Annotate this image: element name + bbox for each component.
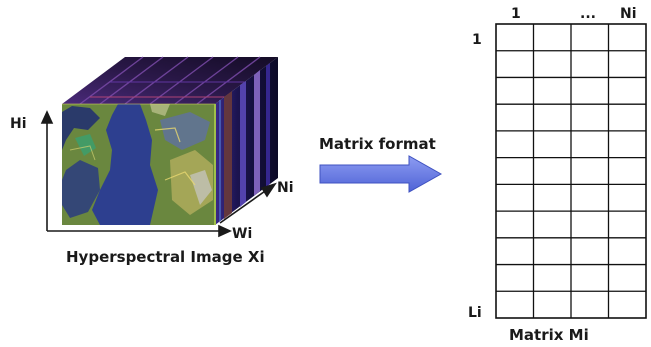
cube-top-bands [79, 56, 261, 105]
axis-n-arrowhead [260, 182, 277, 198]
matrix-grid [495, 23, 647, 319]
matrix-col-last: Ni [620, 6, 637, 22]
cube-caption: Hyperspectral Image Xi [66, 248, 265, 266]
axis-w-label: Wi [232, 226, 252, 242]
matrix-caption: Matrix Mi [509, 326, 589, 344]
axis-h-arrowhead [40, 110, 54, 124]
axis-n-label: Ni [277, 180, 294, 196]
matrix-col-ellipsis: ... [580, 6, 596, 22]
matrix-row-last: Li [468, 305, 482, 321]
hyperspectral-cube [62, 56, 278, 225]
cube-axes [40, 110, 277, 238]
matrix-col-first: 1 [511, 6, 521, 22]
matrix-row-first: 1 [472, 32, 482, 48]
axis-h-label: Hi [10, 116, 27, 132]
cube-side-bands [224, 63, 270, 219]
arrow-label: Matrix format [319, 135, 436, 153]
cube-front-face [62, 103, 215, 225]
matrix: 1 ... Ni 1 Li Matrix Mi [468, 6, 647, 344]
axis-w-arrowhead [218, 224, 232, 238]
axis-n-line [219, 188, 269, 224]
transform-arrow [319, 155, 443, 193]
